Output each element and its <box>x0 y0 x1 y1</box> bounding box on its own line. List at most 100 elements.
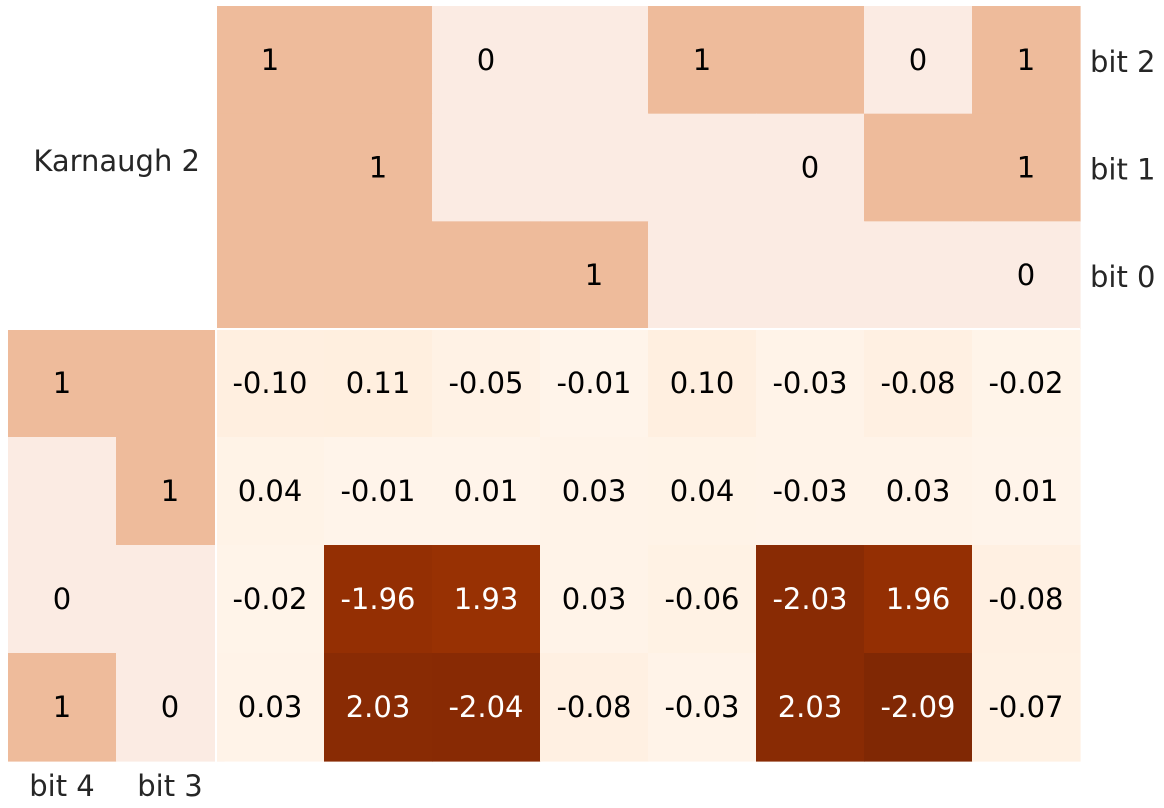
value-cell <box>324 329 433 438</box>
top-row-label: bit 0 <box>1090 260 1156 294</box>
left-bit-label: 0 <box>161 690 179 724</box>
left-col-label: bit 4 <box>29 769 95 803</box>
chart-title: Karnaugh 2 <box>33 144 200 178</box>
value-cell <box>432 437 541 546</box>
left-bit-label: 1 <box>53 690 71 724</box>
top-bit-cell <box>324 6 433 115</box>
value-cell <box>216 329 325 438</box>
value-cell <box>432 329 541 438</box>
value-label: -0.08 <box>880 366 955 400</box>
value-cell <box>864 545 973 654</box>
left-bit-cell <box>8 545 117 654</box>
value-label: 2.03 <box>778 690 843 724</box>
top-bit-cell <box>216 113 325 222</box>
left-bit-label: 1 <box>161 474 179 508</box>
top-bit-cell <box>756 221 865 330</box>
value-cell <box>216 545 325 654</box>
top-bit-cell <box>648 221 757 330</box>
value-cell <box>324 437 433 546</box>
value-label: -1.96 <box>340 582 415 616</box>
value-label: 0.11 <box>346 366 411 400</box>
top-bit-label: 1 <box>261 43 279 77</box>
value-cell <box>324 545 433 654</box>
top-bit-label: 0 <box>909 43 927 77</box>
value-cell <box>756 329 865 438</box>
top-row-labels: bit 2 bit 1 bit 0 <box>1090 45 1156 294</box>
value-label: -0.01 <box>556 366 631 400</box>
top-bit-label: 0 <box>1017 258 1035 292</box>
value-label: -0.02 <box>232 582 307 616</box>
left-bit-cell <box>116 653 225 762</box>
value-label: 1.93 <box>454 582 519 616</box>
value-label: -0.03 <box>664 690 739 724</box>
value-cell <box>540 329 649 438</box>
value-cell <box>756 545 865 654</box>
left-bit-grid: 1 0 1 1 0 <box>8 329 225 762</box>
value-cell <box>756 653 865 762</box>
top-bit-label: 1 <box>693 43 711 77</box>
value-label: 2.03 <box>346 690 411 724</box>
value-label: -0.03 <box>772 474 847 508</box>
top-bit-cell <box>432 113 541 222</box>
top-bit-cell <box>756 6 865 115</box>
left-col-labels: bit 4 bit 3 <box>29 769 203 803</box>
left-bit-cell <box>116 437 225 546</box>
top-bit-cell <box>324 221 433 330</box>
top-bit-cell <box>540 221 649 330</box>
value-cell <box>972 653 1081 762</box>
value-cell <box>216 653 325 762</box>
value-label: -0.08 <box>988 582 1063 616</box>
top-row-label: bit 1 <box>1090 153 1156 187</box>
top-bit-cell <box>432 221 541 330</box>
value-cell <box>648 545 757 654</box>
value-cell <box>972 437 1081 546</box>
value-cell <box>648 653 757 762</box>
left-bit-label: 1 <box>53 366 71 400</box>
value-label: -2.09 <box>880 690 955 724</box>
value-label: 0.03 <box>562 474 627 508</box>
top-bit-cell <box>756 113 865 222</box>
left-bit-cell <box>116 545 225 654</box>
value-cell <box>864 653 973 762</box>
value-label: 0.03 <box>562 582 627 616</box>
top-bit-cell <box>864 6 973 115</box>
value-cell <box>864 437 973 546</box>
top-row-label: bit 2 <box>1090 45 1156 79</box>
top-bit-cell <box>864 113 973 222</box>
value-cell <box>864 329 973 438</box>
top-bit-label: 1 <box>369 151 387 185</box>
value-label: 0.03 <box>238 690 303 724</box>
value-label: -0.07 <box>988 690 1063 724</box>
value-cell <box>648 329 757 438</box>
top-bit-cell <box>540 6 649 115</box>
value-label: -2.04 <box>448 690 523 724</box>
top-bit-cell <box>972 113 1081 222</box>
top-bit-label: 1 <box>585 258 603 292</box>
top-bit-cell <box>972 6 1081 115</box>
top-bit-label: 1 <box>1017 43 1035 77</box>
value-label: -0.08 <box>556 690 631 724</box>
top-bit-label: 1 <box>1017 151 1035 185</box>
value-label: 0.10 <box>670 366 735 400</box>
top-bit-cell <box>540 113 649 222</box>
top-bit-label: 0 <box>801 151 819 185</box>
value-cell <box>972 329 1081 438</box>
left-bit-cell <box>8 653 117 762</box>
left-col-label: bit 3 <box>137 769 203 803</box>
left-bit-label: 0 <box>53 582 71 616</box>
value-label: 0.03 <box>886 474 951 508</box>
top-bit-cell <box>216 221 325 330</box>
value-label: -0.06 <box>664 582 739 616</box>
value-cell <box>540 437 649 546</box>
left-bit-cell <box>8 329 117 438</box>
value-label: 0.04 <box>670 474 735 508</box>
value-label: -2.03 <box>772 582 847 616</box>
top-bit-cell <box>216 6 325 115</box>
value-label: -0.01 <box>340 474 415 508</box>
top-bit-cell <box>648 6 757 115</box>
value-cell <box>540 653 649 762</box>
top-bit-cell <box>432 6 541 115</box>
value-cell <box>540 545 649 654</box>
value-label: 1.96 <box>886 582 951 616</box>
top-bit-cell <box>972 221 1081 330</box>
